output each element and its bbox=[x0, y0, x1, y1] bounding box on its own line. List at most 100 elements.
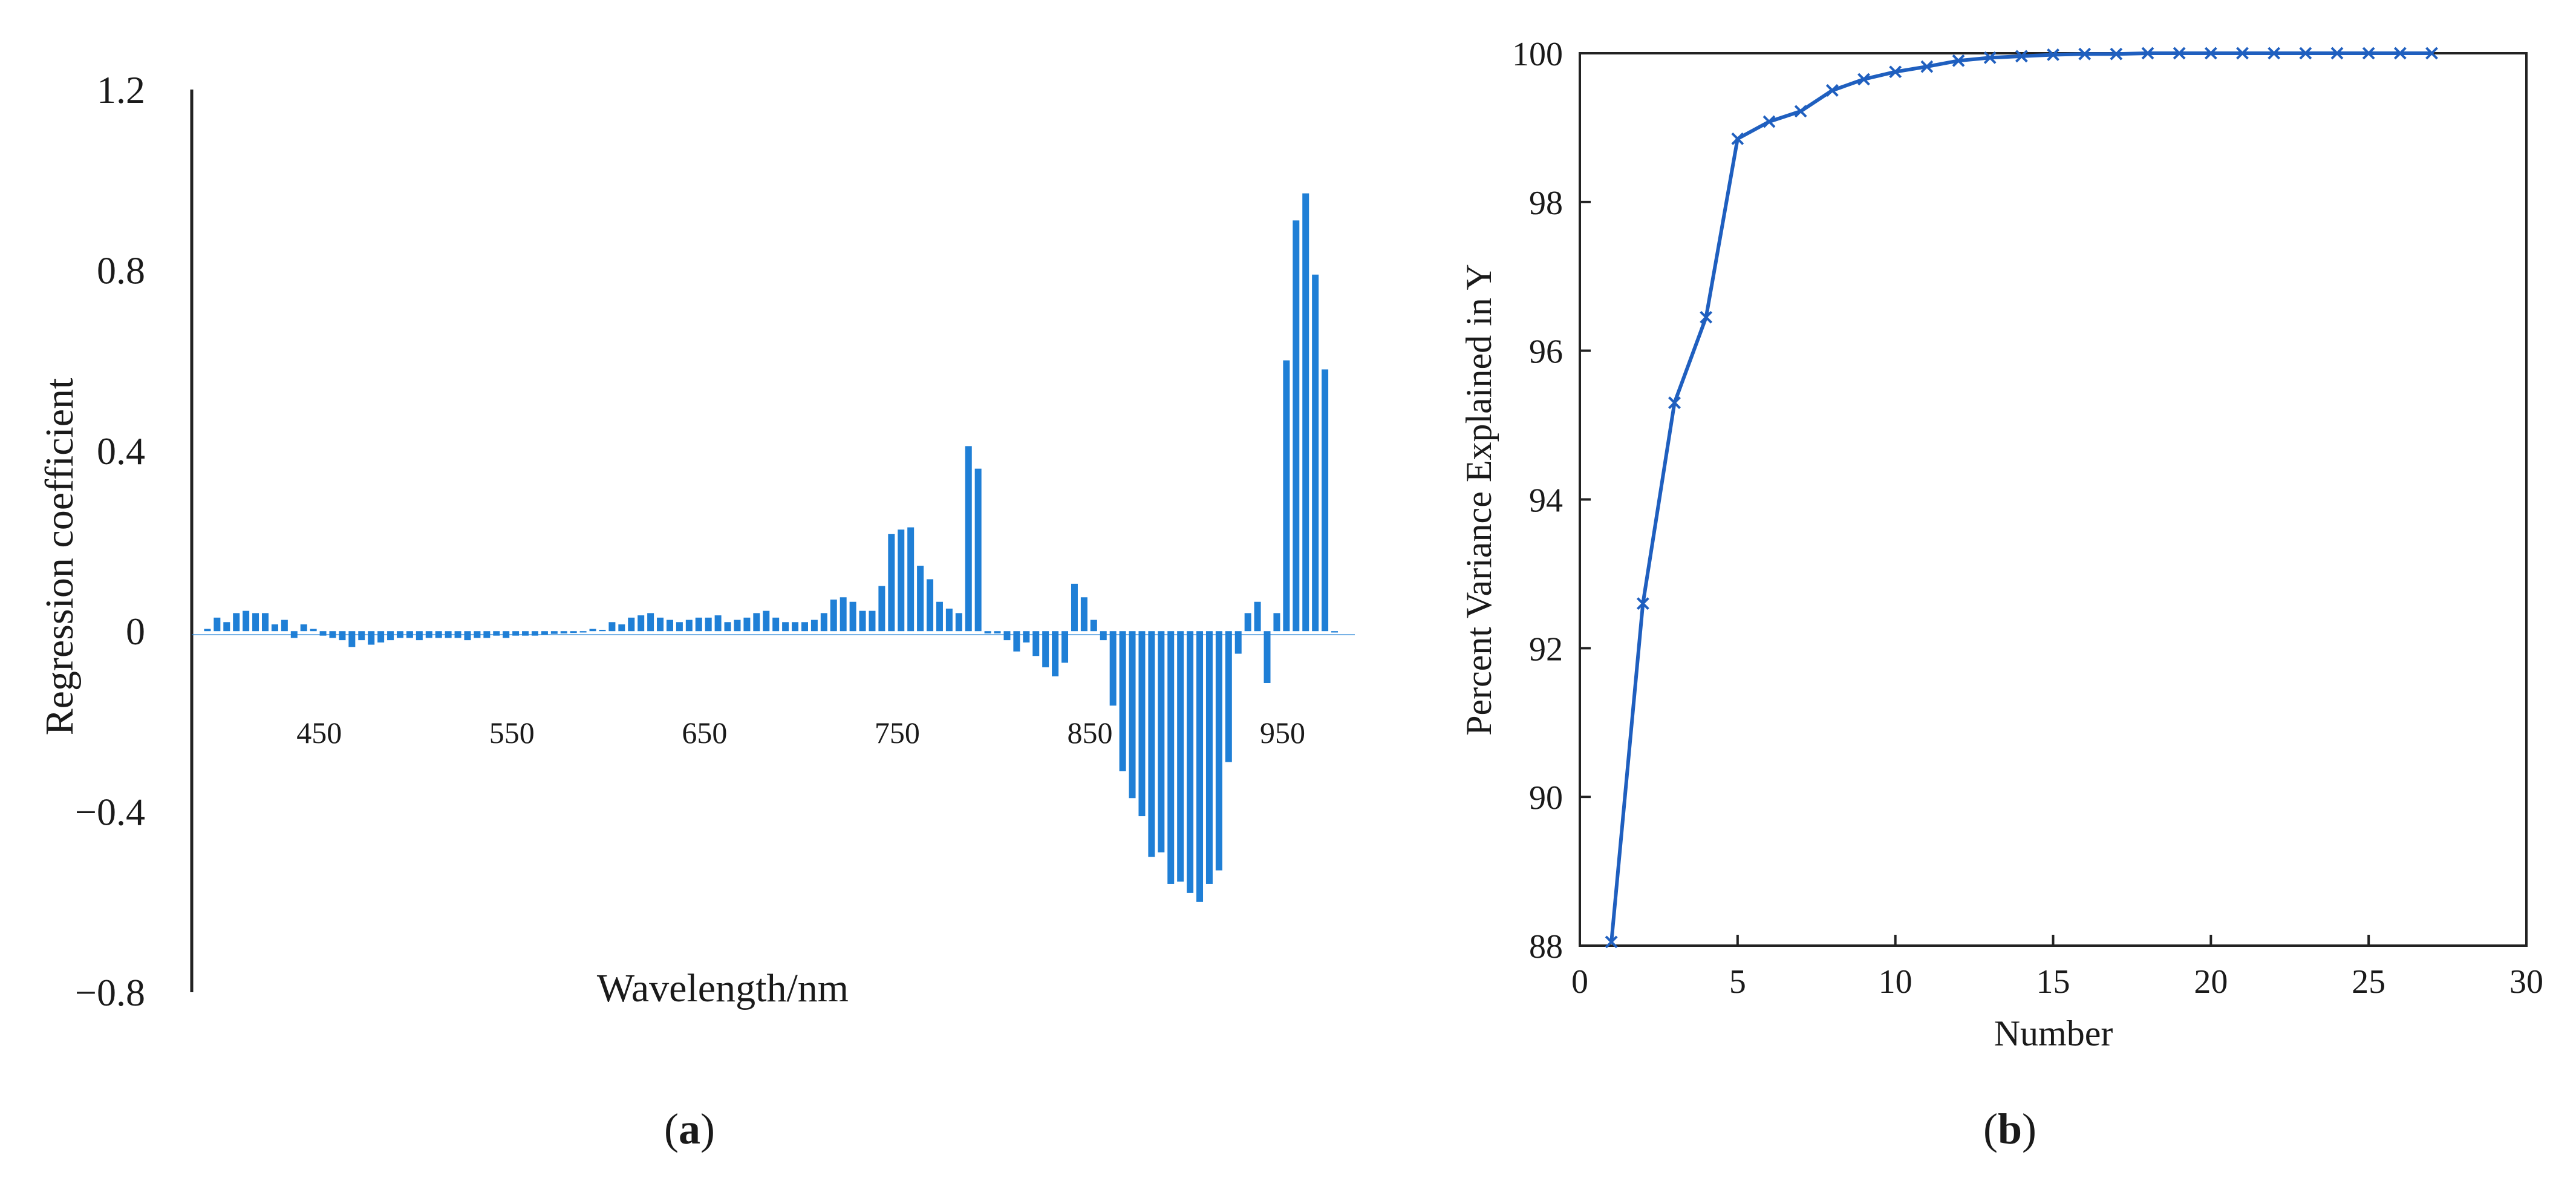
bar bbox=[830, 599, 837, 632]
bar bbox=[1023, 631, 1030, 643]
bar bbox=[522, 631, 529, 636]
bar bbox=[1003, 631, 1011, 641]
bar bbox=[1254, 601, 1261, 632]
x-tick-label-b: 5 bbox=[1729, 963, 1746, 1001]
bar bbox=[387, 631, 394, 641]
bar bbox=[1215, 631, 1222, 871]
bar bbox=[1293, 220, 1300, 632]
bar bbox=[792, 622, 799, 632]
bar bbox=[820, 613, 827, 632]
data-point-marker bbox=[1825, 84, 1839, 97]
bar bbox=[261, 613, 269, 632]
bar bbox=[753, 613, 760, 632]
y-tick-label-b: 88 bbox=[1529, 928, 1563, 966]
bar bbox=[878, 586, 885, 632]
bar bbox=[1158, 631, 1165, 852]
bar bbox=[271, 624, 278, 632]
bar bbox=[252, 613, 259, 632]
data-point-marker bbox=[2047, 48, 2059, 61]
bar bbox=[647, 613, 654, 632]
bar bbox=[589, 629, 596, 632]
x-tick-label-a: 550 bbox=[489, 716, 535, 750]
data-point-marker bbox=[1668, 396, 1681, 410]
bar bbox=[339, 631, 346, 641]
bar bbox=[1234, 631, 1242, 654]
data-point-marker bbox=[2425, 47, 2438, 60]
bar bbox=[657, 617, 664, 632]
bar bbox=[1109, 631, 1117, 706]
data-point-marker bbox=[1636, 597, 1649, 610]
bar bbox=[1205, 631, 1213, 884]
bar bbox=[1225, 631, 1232, 762]
x-tick-label-b: 30 bbox=[2509, 963, 2543, 1001]
bar bbox=[1312, 274, 1319, 632]
y-tick-label-a: −0.8 bbox=[75, 971, 145, 1014]
bar bbox=[1322, 369, 1329, 632]
bar bbox=[290, 631, 298, 638]
bar bbox=[579, 631, 587, 633]
bar bbox=[1119, 631, 1126, 771]
bar bbox=[1052, 631, 1059, 676]
bar bbox=[425, 631, 432, 638]
bar bbox=[358, 631, 365, 641]
bar bbox=[503, 631, 510, 638]
y-tick-label-a: 0 bbox=[126, 610, 145, 653]
bar bbox=[348, 631, 356, 647]
bar bbox=[445, 631, 452, 638]
data-point-marker bbox=[2204, 47, 2217, 60]
bar bbox=[1273, 613, 1280, 632]
data-point-marker bbox=[2330, 47, 2344, 60]
y-tick-label-b: 92 bbox=[1529, 630, 1563, 668]
bar bbox=[1283, 360, 1290, 632]
bar bbox=[599, 629, 606, 632]
bar bbox=[743, 617, 751, 632]
x-tick-label-a: 750 bbox=[875, 716, 920, 750]
data-point-marker bbox=[1983, 51, 1997, 64]
data-point-marker bbox=[1920, 60, 1934, 73]
bar bbox=[1129, 631, 1136, 799]
bar bbox=[1187, 631, 1194, 893]
bar bbox=[1100, 631, 1107, 641]
data-point-marker bbox=[2393, 47, 2407, 60]
bar bbox=[243, 610, 250, 632]
bar bbox=[1244, 613, 1251, 632]
bar bbox=[955, 613, 962, 632]
bar bbox=[204, 629, 211, 632]
y-tick-label-a: 0.4 bbox=[97, 430, 145, 473]
bar bbox=[483, 631, 491, 638]
x-tick-label-b: 20 bbox=[2194, 963, 2228, 1001]
bar bbox=[724, 622, 731, 632]
bar bbox=[763, 610, 770, 632]
y-tick-label-b: 94 bbox=[1529, 482, 1563, 520]
data-point-marker bbox=[1857, 73, 1870, 86]
y-axis-label-b: Percent Variance Explained in Y bbox=[1459, 264, 1499, 736]
bar bbox=[1071, 583, 1078, 632]
bar bbox=[907, 527, 915, 632]
bar bbox=[1090, 620, 1097, 632]
bar bbox=[531, 631, 538, 636]
bar bbox=[319, 631, 327, 636]
bar bbox=[214, 617, 221, 632]
bar bbox=[628, 617, 635, 632]
bar bbox=[1196, 631, 1204, 902]
bar bbox=[233, 613, 240, 632]
bar bbox=[464, 631, 471, 641]
bar bbox=[512, 631, 520, 636]
bar bbox=[1013, 631, 1020, 652]
x-axis-label-a: Wavelength/nm bbox=[597, 966, 849, 1010]
bar bbox=[435, 631, 442, 638]
y-tick-label-b: 90 bbox=[1529, 779, 1563, 817]
y-tick-label-a: 1.2 bbox=[97, 68, 145, 111]
bar bbox=[782, 622, 789, 632]
bar bbox=[1264, 631, 1271, 683]
x-tick-label-b: 0 bbox=[1571, 963, 1588, 1001]
data-point-marker bbox=[2173, 47, 2186, 60]
y-tick-label-b: 96 bbox=[1529, 333, 1563, 371]
bar bbox=[474, 631, 481, 638]
data-point-marker bbox=[2268, 47, 2281, 60]
x-tick-label-b: 10 bbox=[1879, 963, 1912, 1001]
bar bbox=[1167, 631, 1175, 884]
bar bbox=[1042, 631, 1049, 667]
bar bbox=[917, 566, 924, 632]
bar bbox=[974, 468, 982, 632]
